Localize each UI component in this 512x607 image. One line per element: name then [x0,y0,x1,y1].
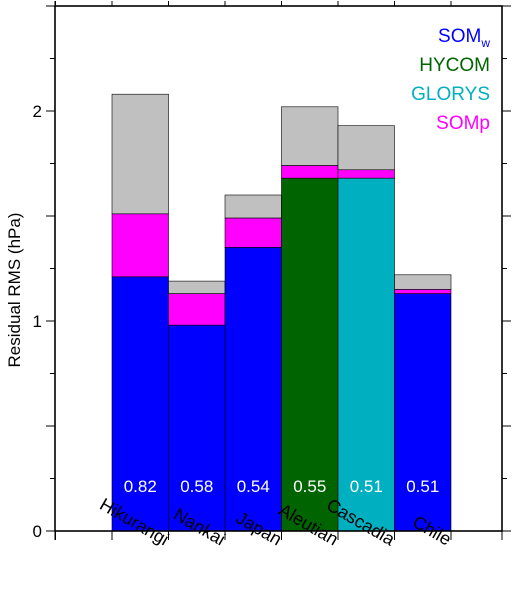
y-tick-label: 1 [33,312,42,331]
legend-entry-glorys: GLORYS [411,84,490,105]
bar-remainder-nankai [168,280,226,295]
legend-entry-somw: SOMw [438,26,490,50]
bars-group: 0.82 0.58 0.54 0.55 0.51 0.51 [111,93,452,532]
bar-somp-cascadia [337,169,395,179]
bar-value-label-hikurangi: 0.82 [124,477,157,496]
bar-somp-aleutian [281,165,339,179]
bar-value-label-japan: 0.54 [237,477,270,496]
bar-remainder-cascadia [337,125,395,171]
bar-base-hikurangi [111,276,169,532]
bar-base-aleutian [281,177,339,532]
legend-entry-somp: SOMp [436,113,490,134]
bar-base-chile [394,293,452,532]
bar-value-label-aleutian: 0.55 [293,477,326,496]
legend: SOMw HYCOM GLORYS SOMp [411,26,490,134]
y-tick-label: 0 [33,522,42,541]
y-axis-label: Residual RMS (hPa) [5,213,24,368]
bar-remainder-hikurangi [111,93,169,215]
bar-base-japan [224,247,282,532]
bar-remainder-aleutian [281,106,339,166]
bar-base-nankai [168,324,226,532]
bar-somp-nankai [168,293,226,326]
legend-entry-hycom: HYCOM [419,55,490,76]
bar-remainder-japan [224,194,282,219]
bar-somp-japan [224,217,282,248]
bar-somp-chile [394,289,452,294]
bar-somp-hikurangi [111,213,169,278]
bar-value-label-cascadia: 0.51 [350,477,383,496]
bar-value-label-chile: 0.51 [406,477,439,496]
bar-remainder-chile [394,274,452,290]
bar-value-label-nankai: 0.58 [180,477,213,496]
bar-base-cascadia [337,177,395,532]
y-tick-label: 2 [33,102,42,121]
